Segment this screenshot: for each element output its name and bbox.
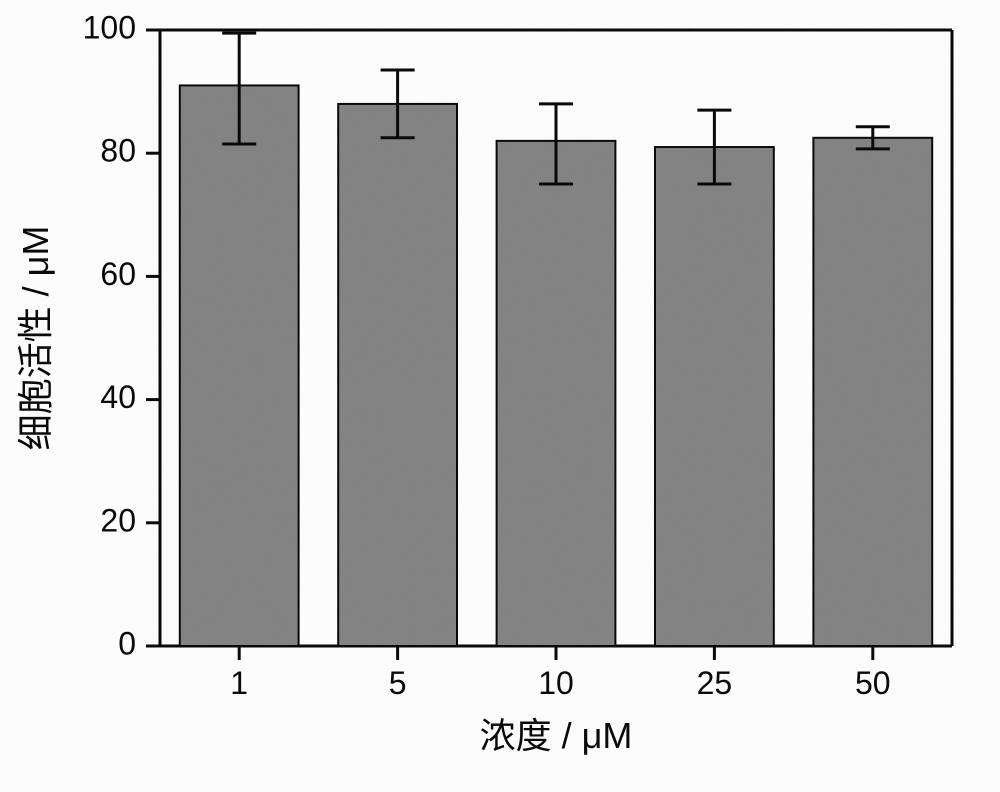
y-tick-label: 40 xyxy=(100,379,136,415)
y-tick-label: 100 xyxy=(83,9,136,45)
x-axis-label: 浓度 / μM xyxy=(480,715,633,756)
bar xyxy=(338,104,457,646)
bar xyxy=(813,138,932,646)
bar xyxy=(497,141,616,646)
x-tick-label: 1 xyxy=(230,665,248,701)
y-tick-label: 0 xyxy=(118,625,136,661)
x-tick-label: 5 xyxy=(389,665,407,701)
y-axis-label: 细胞活性 / μM xyxy=(15,226,56,451)
bar xyxy=(180,85,299,646)
y-tick-label: 20 xyxy=(100,502,136,538)
x-tick-label: 50 xyxy=(855,665,891,701)
bar-chart: 0 20 40 60 80 100 1 5 10 25 50 细胞活性 / μM 浓度 / μM xyxy=(0,0,1000,792)
x-tick-label: 10 xyxy=(538,665,574,701)
bar xyxy=(655,147,774,646)
x-tick-label: 25 xyxy=(697,665,733,701)
y-tick-label: 60 xyxy=(100,256,136,292)
figure-wrap: 0 20 40 60 80 100 1 5 10 25 50 细胞活性 / μM 浓度 / μM xyxy=(0,0,1000,792)
y-tick-label: 80 xyxy=(100,133,136,169)
